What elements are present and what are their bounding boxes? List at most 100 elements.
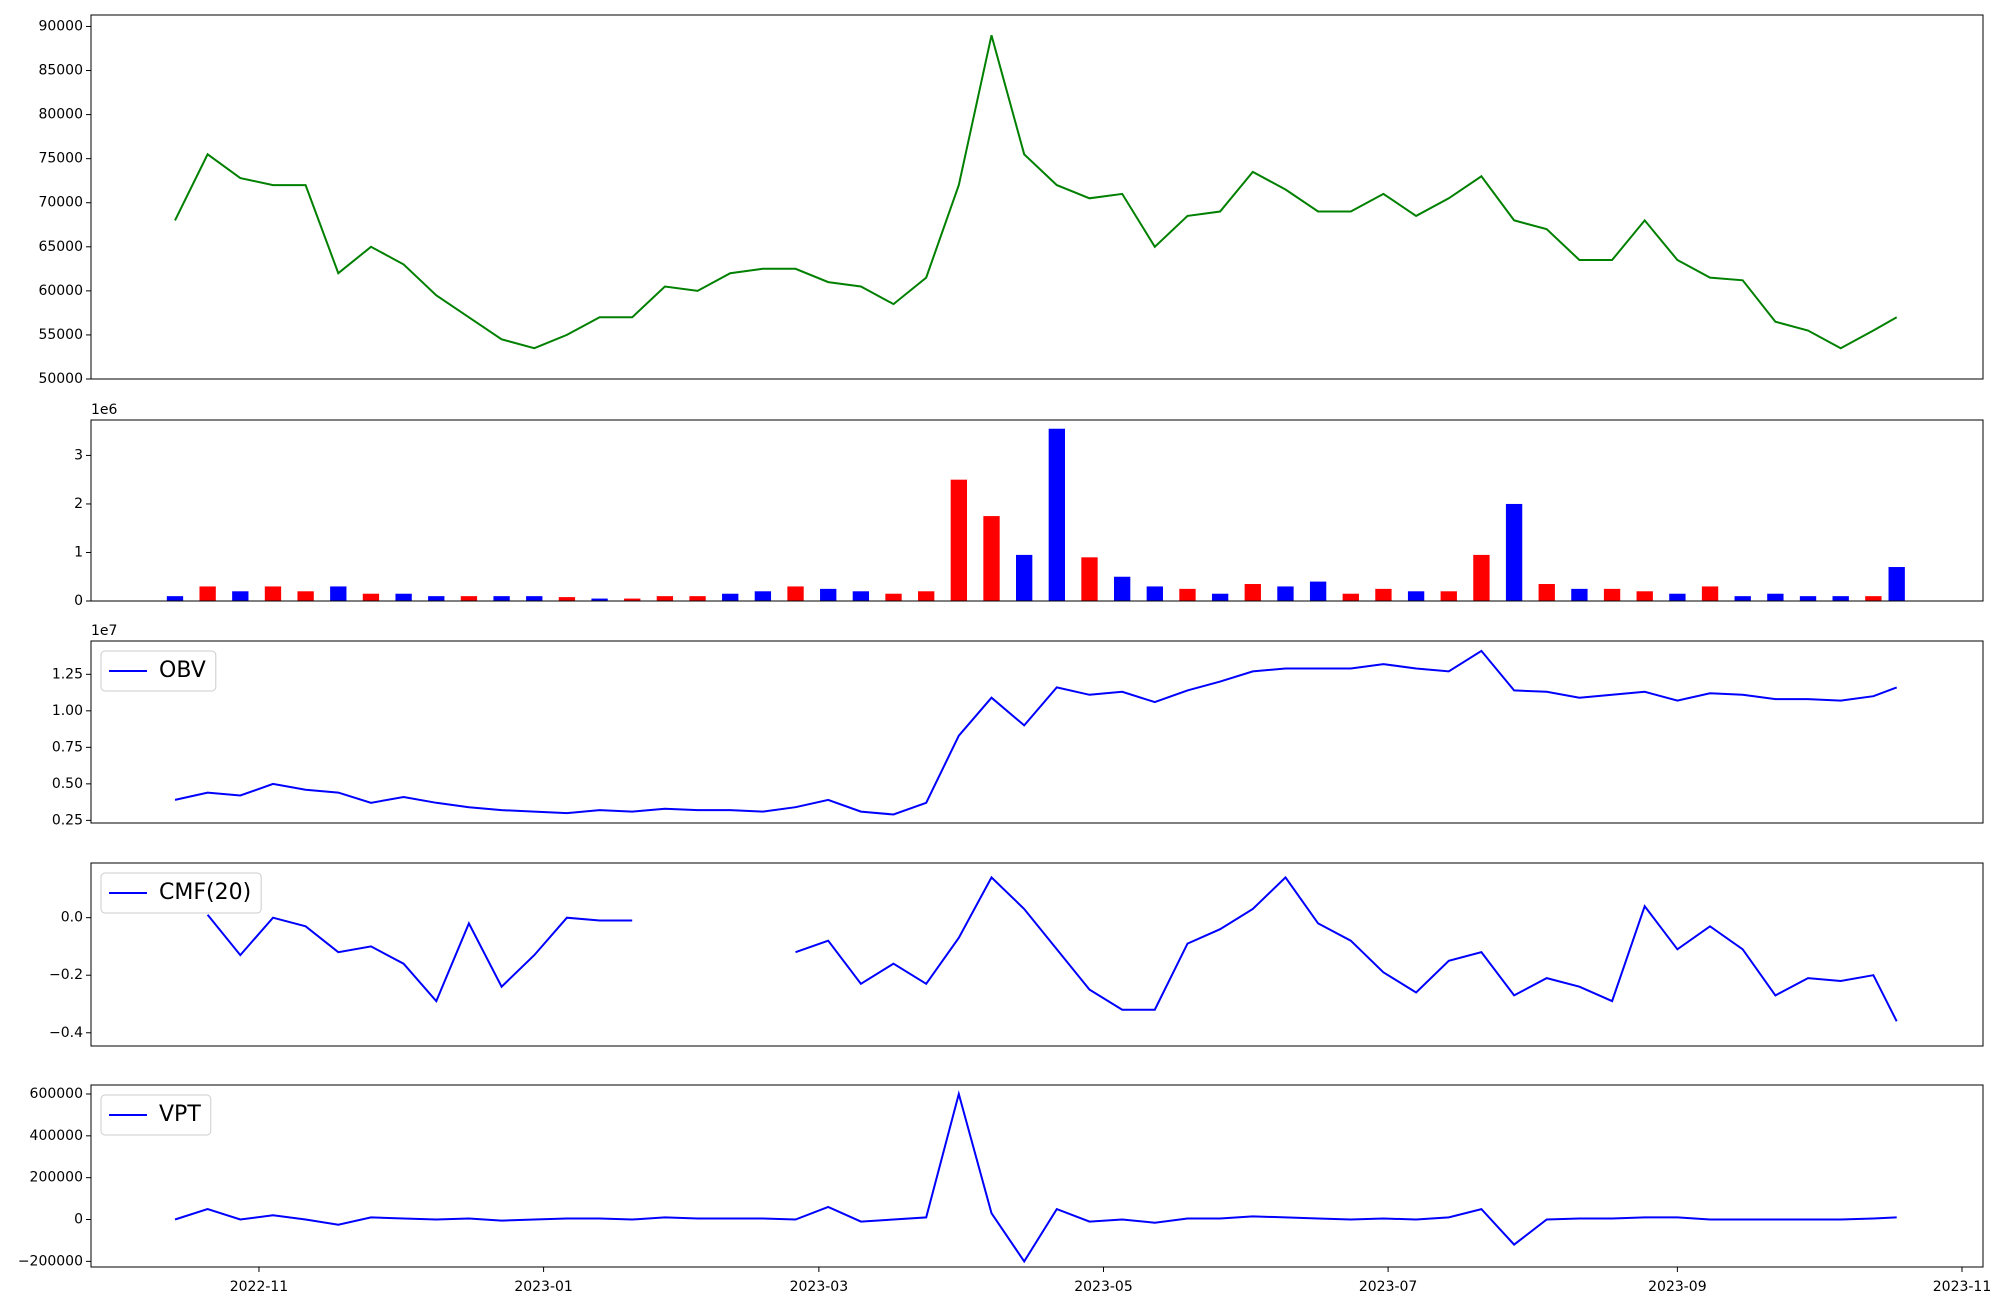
axes-frame — [90, 1084, 1984, 1268]
bar — [395, 593, 412, 601]
legend-box — [100, 872, 262, 914]
y-tick-label: 85000 — [38, 63, 83, 79]
y-tick-label: 60000 — [38, 283, 83, 299]
bar — [1375, 588, 1392, 601]
bar — [362, 593, 380, 601]
bar — [722, 593, 739, 601]
y-tick-label: 2 — [74, 496, 83, 512]
x-tick-label: 2023-01 — [514, 1279, 573, 1295]
legend-box — [100, 650, 217, 692]
y-tick-label: 90000 — [38, 18, 83, 34]
y-tick-label: 0.0 — [61, 910, 83, 926]
bar — [1440, 591, 1457, 601]
bar — [1146, 586, 1163, 601]
bar — [1603, 588, 1621, 601]
y-tick-label: 1 — [74, 544, 83, 560]
bar — [1571, 588, 1588, 601]
bar — [918, 591, 935, 601]
bar — [1179, 588, 1196, 601]
bar — [1799, 596, 1817, 601]
bar — [1016, 554, 1033, 601]
y-tick-label: 70000 — [38, 195, 83, 211]
y-offset-label: 1e6 — [91, 402, 118, 418]
bar — [1473, 554, 1490, 601]
y-tick-label: 0.50 — [52, 776, 83, 792]
bar — [624, 598, 641, 601]
legend-box — [100, 1094, 212, 1136]
x-tick-label: 2023-07 — [1359, 1279, 1418, 1295]
x-tick-label: 2022-11 — [230, 1279, 289, 1295]
y-tick-label: −200000 — [18, 1253, 83, 1269]
bar — [1669, 593, 1686, 601]
bar — [166, 596, 184, 601]
bar — [1767, 593, 1784, 601]
y-tick-label: 0.75 — [52, 739, 83, 755]
axes-frame — [90, 14, 1984, 380]
y-tick-label: 0 — [74, 593, 83, 609]
bar — [689, 596, 706, 601]
series-line — [174, 1090, 1897, 1264]
y-tick-label: 55000 — [38, 327, 83, 343]
legend-label: OBV — [159, 658, 206, 683]
bar — [1832, 596, 1849, 601]
bar — [852, 591, 870, 601]
x-tick-label: 2023-05 — [1074, 1279, 1133, 1295]
bar — [1211, 593, 1229, 601]
y-tick-label: 400000 — [30, 1128, 83, 1144]
y-tick-label: 0.25 — [52, 812, 83, 828]
bar — [885, 593, 902, 601]
bar — [1309, 581, 1327, 601]
bar — [264, 586, 282, 601]
y-tick-label: 3 — [74, 447, 83, 463]
bar — [1081, 557, 1098, 601]
bar — [1277, 586, 1294, 601]
bar — [232, 591, 249, 601]
y-tick-label: 1.25 — [52, 666, 83, 682]
bar — [787, 586, 804, 601]
x-tick-label: 2023-03 — [790, 1279, 849, 1295]
y-tick-label: 600000 — [30, 1086, 83, 1102]
series-line — [174, 649, 1898, 816]
bar — [591, 598, 608, 601]
bar — [493, 596, 510, 601]
y-tick-label: 80000 — [38, 107, 83, 123]
bar — [460, 596, 478, 601]
bar — [1407, 591, 1425, 601]
price-line — [174, 35, 1898, 350]
y-tick-label: 200000 — [30, 1170, 83, 1186]
axes-frame — [90, 640, 1984, 824]
axes-frame — [90, 862, 1984, 1047]
series-line — [206, 875, 1898, 1022]
x-tick-label: 2023-11 — [1933, 1279, 1992, 1295]
bar — [820, 588, 837, 601]
y-tick-label: −0.2 — [49, 967, 83, 983]
bar — [1342, 593, 1359, 601]
bar — [1244, 584, 1261, 601]
bar — [199, 586, 216, 601]
legend-label: CMF(20) — [159, 880, 251, 905]
bar — [1538, 584, 1555, 601]
y-tick-label: 50000 — [38, 371, 83, 387]
bar — [1505, 503, 1523, 601]
y-tick-label: −0.4 — [49, 1025, 83, 1041]
bar — [1113, 576, 1131, 601]
y-tick-label: 1.00 — [52, 703, 83, 719]
bar — [1865, 596, 1882, 601]
x-tick-label: 2023-09 — [1648, 1279, 1707, 1295]
y-offset-label: 1e7 — [91, 623, 117, 639]
bar — [428, 596, 445, 601]
bar — [1048, 428, 1065, 601]
bar — [656, 596, 674, 601]
bar — [297, 591, 314, 601]
bar — [1636, 591, 1653, 601]
y-tick-label: 65000 — [38, 239, 83, 255]
bar — [950, 479, 968, 601]
axes-frame — [90, 419, 1984, 602]
legend-label: VPT — [159, 1102, 201, 1127]
bar — [330, 586, 347, 601]
y-tick-label: 0 — [74, 1212, 83, 1228]
y-tick-label: 75000 — [38, 151, 83, 167]
bar — [754, 591, 772, 601]
bar — [1701, 586, 1719, 601]
